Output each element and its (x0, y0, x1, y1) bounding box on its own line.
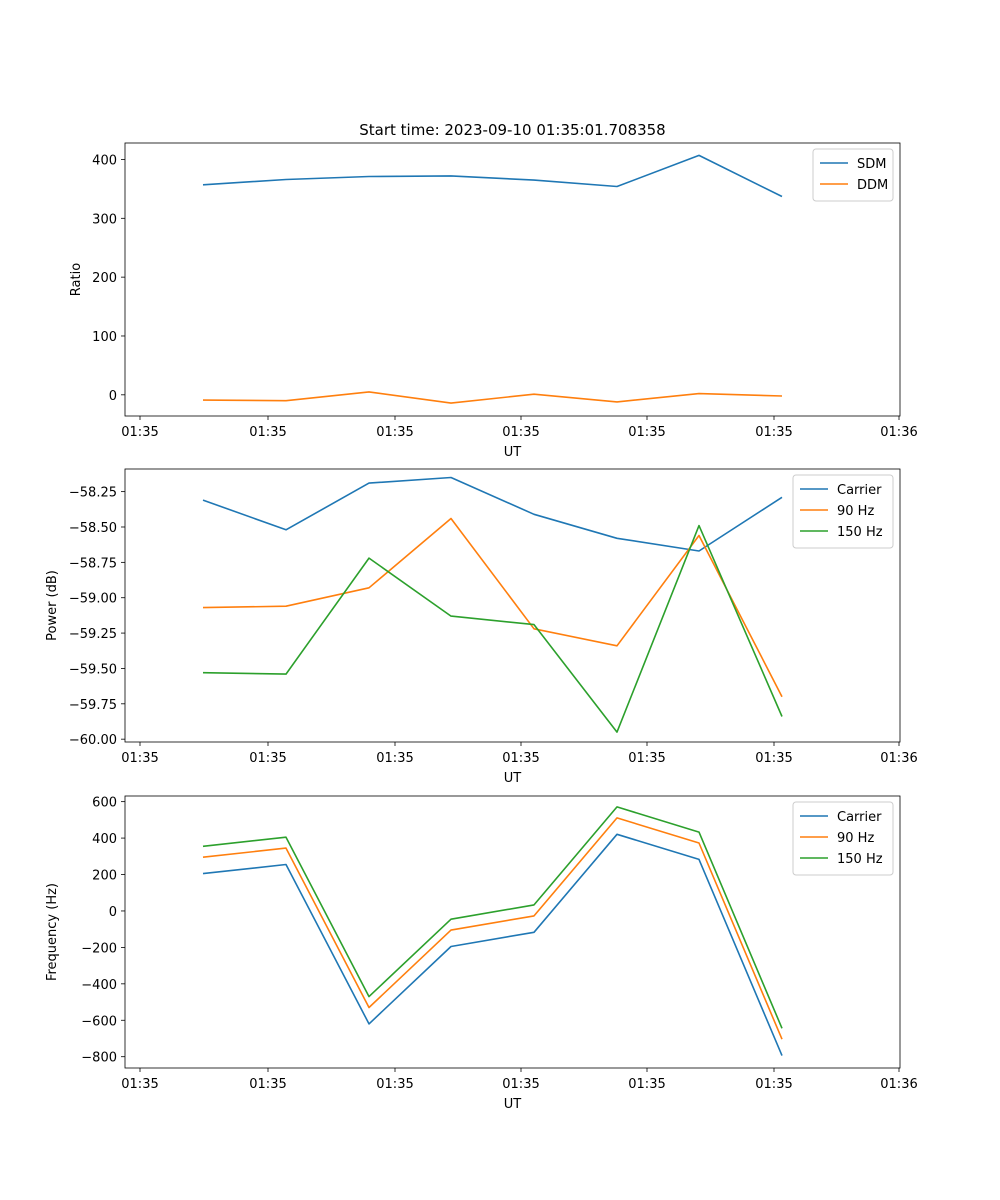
legend-label: 150 Hz (837, 852, 883, 867)
y-tick-label: −58.50 (69, 521, 117, 536)
y-tick-label: −60.00 (69, 733, 117, 748)
x-tick-label: 01:35 (376, 751, 413, 766)
y-tick-label: 400 (92, 153, 117, 168)
x-tick-label: 01:35 (121, 751, 158, 766)
y-tick-label: −200 (81, 941, 117, 956)
y-tick-label: −59.75 (69, 698, 117, 713)
legend-label: DDM (857, 178, 888, 193)
x-tick-label: 01:36 (880, 1077, 917, 1092)
x-tick-label: 01:35 (502, 751, 539, 766)
legend: Carrier 90 Hz 150 Hz (792, 801, 894, 876)
x-axis-label: UT (504, 445, 522, 460)
series-line-carrier (202, 833, 783, 1056)
x-tick-label: 01:35 (121, 1077, 158, 1092)
y-axis-label: Frequency (Hz) (45, 883, 60, 981)
x-tick-label: 01:35 (249, 1077, 286, 1092)
chart-panel-1: Start time: 2023-09-10 01:35:01.70835801… (69, 121, 918, 460)
series-line-150-hz (202, 524, 783, 733)
x-tick-label: 01:35 (628, 751, 665, 766)
x-tick-label: 01:35 (755, 1077, 792, 1092)
x-tick-label: 01:35 (628, 1077, 665, 1092)
chart-title: Start time: 2023-09-10 01:35:01.708358 (359, 121, 665, 139)
series-line-sdm (202, 154, 783, 198)
y-tick-label: 200 (92, 869, 117, 884)
series-line-ddm (202, 391, 783, 404)
legend-label: SDM (857, 157, 886, 172)
y-tick-label: 0 (109, 389, 117, 404)
legend-frame (792, 474, 894, 549)
series-line-90-hz (202, 817, 783, 1040)
legend: SDM DDM (812, 148, 894, 202)
x-tick-label: 01:35 (249, 425, 286, 440)
legend-label: Carrier (837, 810, 882, 825)
x-tick-label: 01:35 (502, 425, 539, 440)
x-axis-label: UT (504, 1097, 522, 1112)
y-axis-label: Ratio (69, 263, 84, 296)
x-tick-label: 01:35 (502, 1077, 539, 1092)
x-tick-label: 01:35 (755, 425, 792, 440)
chart-panel-2: 01:35 01:35 01:35 01:35 01:35 01:35 01:36 −58.2… (45, 468, 918, 786)
y-tick-label: −59.50 (69, 662, 117, 677)
y-tick-label: −400 (81, 978, 117, 993)
x-tick-label: 01:35 (628, 425, 665, 440)
x-tick-label: 01:35 (376, 425, 413, 440)
y-tick-label: 600 (92, 796, 117, 811)
x-tick-label: 01:35 (755, 751, 792, 766)
y-tick-label: −58.25 (69, 486, 117, 501)
chart-panel-3: 01:35 01:35 01:35 01:35 01:35 01:35 01:36 600 40… (45, 795, 918, 1112)
series-line-150-hz (202, 806, 783, 1029)
x-tick-label: 01:35 (249, 751, 286, 766)
y-tick-label: 0 (109, 905, 117, 920)
plot-frame (124, 795, 901, 1069)
plot-frame (124, 468, 901, 743)
y-tick-label: 200 (92, 271, 117, 286)
y-tick-label: 100 (92, 330, 117, 345)
series-line-carrier (202, 476, 783, 552)
legend-label: 150 Hz (837, 525, 883, 540)
y-tick-label: −600 (81, 1014, 117, 1029)
y-tick-label: 300 (92, 212, 117, 227)
y-tick-label: 400 (92, 832, 117, 847)
x-axis-label: UT (504, 771, 522, 786)
plot-frame (124, 142, 901, 417)
x-tick-label: 01:36 (880, 425, 917, 440)
y-tick-label: −800 (81, 1051, 117, 1066)
y-tick-label: −59.25 (69, 627, 117, 642)
y-tick-label: −59.00 (69, 592, 117, 607)
x-tick-label: 01:35 (121, 425, 158, 440)
legend-frame (792, 801, 894, 876)
legend-label: 90 Hz (837, 504, 874, 519)
x-tick-label: 01:35 (376, 1077, 413, 1092)
legend-label: 90 Hz (837, 831, 874, 846)
series-line-90-hz (202, 517, 783, 698)
legend: Carrier 90 Hz 150 Hz (792, 474, 894, 549)
y-axis-label: Power (dB) (45, 570, 60, 641)
legend-frame (812, 148, 894, 202)
x-tick-label: 01:36 (880, 751, 917, 766)
y-tick-label: −58.75 (69, 556, 117, 571)
legend-label: Carrier (837, 483, 882, 498)
